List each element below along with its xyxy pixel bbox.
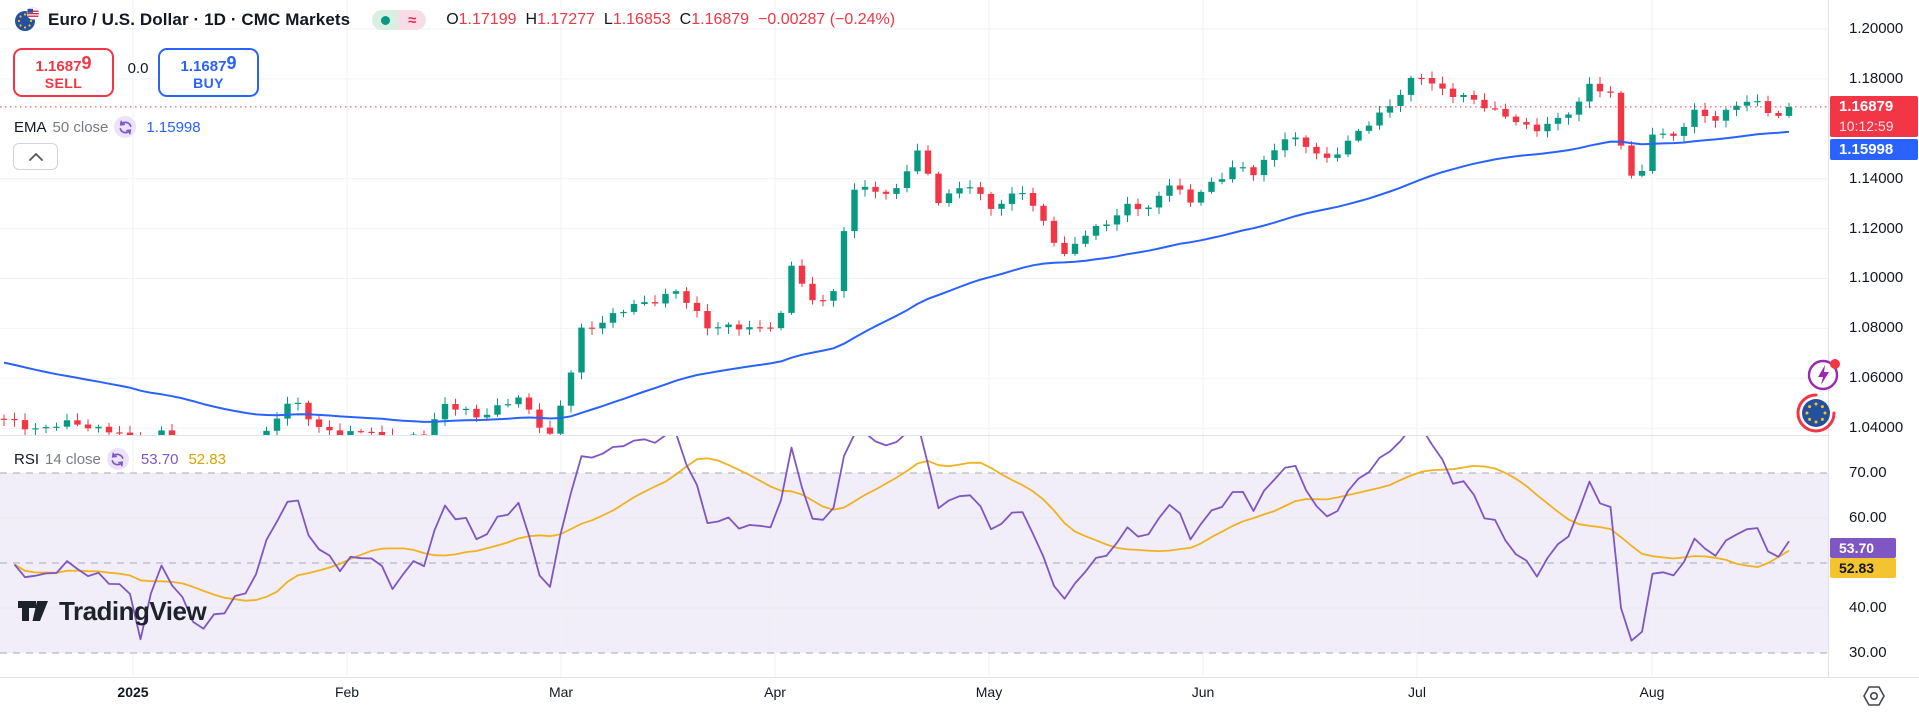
ema-sync-icon[interactable] — [114, 116, 137, 138]
rsi-tick-label: 30.00 — [1849, 644, 1887, 661]
collapse-panel-button[interactable] — [13, 143, 58, 170]
time-scale[interactable]: 2025 Feb Mar Apr May Jun Jul Aug — [0, 677, 1919, 715]
buy-button[interactable]: 1.16879 BUY — [158, 48, 259, 97]
rsi-ma-value: 52.83 — [188, 450, 226, 468]
time-tick-label: Jun — [1191, 684, 1215, 700]
rsi-tick-label: 60.00 — [1849, 509, 1887, 526]
price-tick-label: 1.18000 — [1849, 70, 1904, 87]
rsi-value: 53.70 — [140, 450, 179, 468]
rsi-value-tag: 53.70 — [1830, 538, 1896, 558]
time-tick-label: May — [975, 684, 1003, 700]
tradingview-logo[interactable]: TradingView — [16, 594, 207, 628]
price-tick-label: 1.20000 — [1849, 20, 1904, 37]
low-value: 1.16853 — [612, 11, 671, 28]
time-tick-label: Jul — [1408, 684, 1426, 700]
rsi-sync-icon[interactable] — [106, 448, 129, 470]
ema-indicator-legend[interactable]: EMA 50 close 1.15998 — [14, 116, 201, 138]
time-tick-label: Feb — [334, 684, 360, 700]
symbol-flag-icon — [14, 7, 40, 33]
chevron-up-icon — [28, 152, 43, 161]
time-tick-label: Apr — [764, 684, 786, 700]
eu-events-flag-icon[interactable] — [1796, 393, 1836, 433]
rsi-tick-label: 70.00 — [1849, 464, 1887, 481]
time-tick-label: 2025 — [117, 684, 149, 700]
spread-value: 0.0 — [127, 60, 149, 77]
bar-countdown: 10:12:59 — [1839, 118, 1894, 134]
price-tick-label: 1.08000 — [1849, 319, 1904, 336]
price-tick-label: 1.14000 — [1849, 170, 1904, 187]
time-tick-label: Mar — [548, 684, 574, 700]
time-tick-label: Aug — [1639, 684, 1665, 700]
scale-settings-icon[interactable] — [1861, 683, 1887, 709]
ema-value: 1.15998 — [146, 118, 201, 136]
rsi-indicator-pane[interactable] — [0, 436, 1828, 677]
delayed-data-icon: ≈ — [398, 10, 427, 30]
ema-params: 50 close — [52, 118, 109, 136]
high-value: 1.17277 — [537, 11, 595, 28]
rsi-params: 14 close — [45, 450, 101, 468]
last-price-tag: 1.16879 10:12:59 — [1830, 96, 1918, 137]
price-tick-label: 1.06000 — [1849, 369, 1904, 386]
price-chart-pane[interactable] — [0, 0, 1828, 436]
market-status-badge[interactable]: ≈ — [372, 10, 427, 30]
tradingview-mark-icon — [18, 601, 48, 621]
rsi-tick-label: 40.00 — [1849, 599, 1887, 616]
sell-button[interactable]: 1.16879 SELL — [13, 48, 114, 97]
ema-price-tag: 1.15998 — [1830, 139, 1918, 160]
ohlc-readout: O1.17199 H1.17277 L1.16853 C1.16879 −0.0… — [446, 11, 896, 28]
symbol-header: Euro / U.S. Dollar · 1D · CMC Markets ≈ … — [14, 7, 895, 33]
open-value: 1.17199 — [458, 11, 517, 28]
price-tick-label: 1.04000 — [1849, 419, 1904, 436]
market-open-dot-icon — [380, 15, 390, 25]
close-value: 1.16879 — [691, 11, 750, 28]
price-tick-label: 1.10000 — [1849, 269, 1904, 286]
rsi-name: RSI — [14, 450, 40, 468]
price-tick-label: 1.12000 — [1849, 220, 1904, 237]
rsi-ma-value-tag: 52.83 — [1830, 558, 1896, 578]
news-flash-icon[interactable] — [1806, 356, 1842, 392]
symbol-title[interactable]: Euro / U.S. Dollar · 1D · CMC Markets — [48, 10, 351, 29]
rsi-indicator-legend[interactable]: RSI 14 close 53.70 52.83 — [14, 448, 226, 470]
price-scale[interactable]: 1.20000 1.18000 1.14000 1.12000 1.10000 1.080… — [1828, 0, 1919, 677]
change-value: −0.00287 (−0.24%) — [758, 11, 896, 28]
ema-name: EMA — [14, 118, 47, 136]
